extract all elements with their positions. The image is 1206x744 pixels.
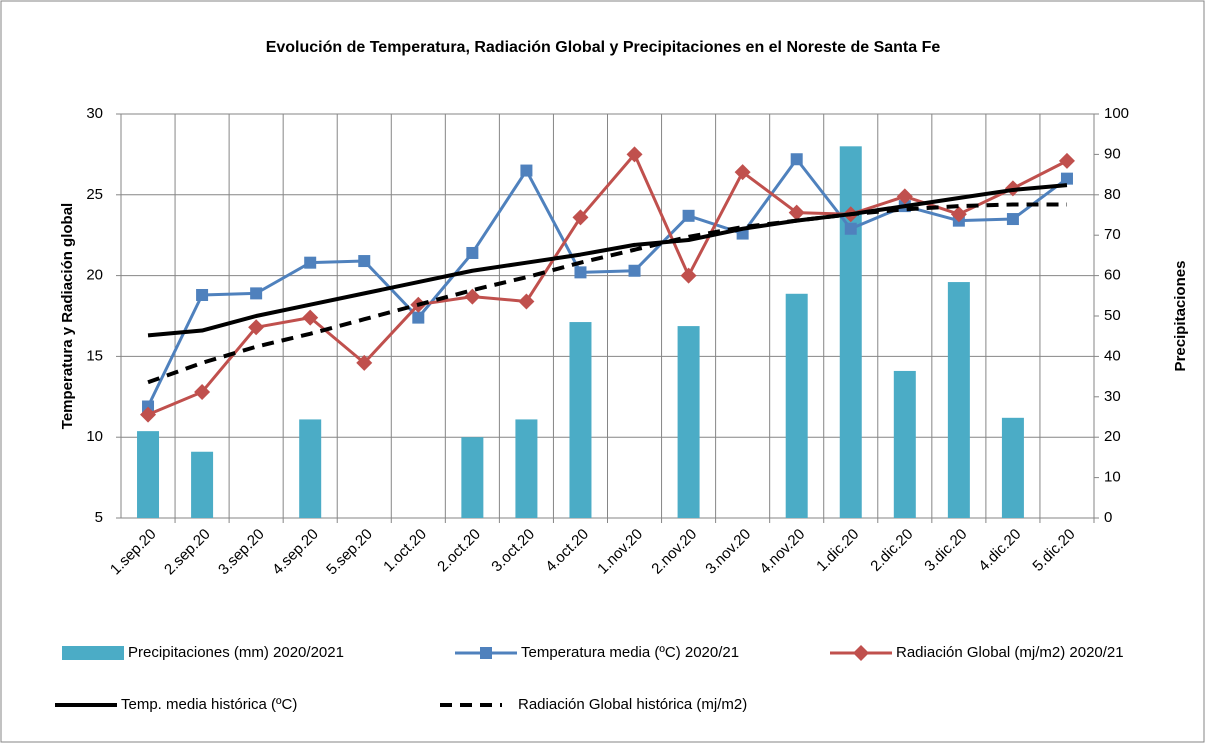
y2-tick-label: 30 [1104,388,1121,405]
y2-axis-title: Precipitaciones [1172,261,1189,372]
marker [518,293,535,310]
marker [142,400,155,413]
bar [1001,417,1024,518]
y2-tick-label: 50 [1104,307,1121,324]
bar [893,370,916,518]
y2-tick-label: 90 [1104,145,1121,162]
marker [250,287,263,300]
marker [1006,213,1019,226]
marker [1060,172,1073,185]
marker [896,188,913,205]
y2-tick-label: 60 [1104,267,1121,284]
marker [628,264,641,277]
y-axis-title: Temperatura y Radiación global [59,203,76,429]
bar [137,431,160,518]
chart-title: Evolución de Temperatura, Radiación Glob… [266,39,941,56]
legend-marker [480,647,492,659]
bar [515,419,538,518]
bar [569,322,592,518]
y-tick-label: 30 [86,105,103,122]
line [147,183,1068,338]
legend-swatch [62,646,124,660]
line [147,202,1067,385]
marker [844,222,857,235]
bar [785,293,808,518]
legend-marker [853,645,869,661]
bar [191,451,214,518]
marker [574,266,587,279]
marker [788,204,805,221]
bar [839,146,862,518]
marker [302,309,319,326]
marker [626,146,643,163]
legend-label: Radiación Global histórica (mj/m2) [518,696,747,713]
marker [464,288,481,305]
marker [356,354,373,371]
bar [461,437,484,518]
y2-tick-label: 0 [1104,509,1112,526]
legend-label: Radiación Global (mj/m2) 2020/21 [896,644,1124,661]
legend-label: Temp. media histórica (ºC) [121,696,297,713]
marker [248,319,265,336]
y-tick-label: 10 [86,428,103,445]
y2-tick-label: 80 [1104,186,1121,203]
y2-tick-label: 10 [1104,469,1121,486]
y-tick-label: 15 [86,347,103,364]
marker [412,311,425,324]
line [147,152,1068,416]
y-tick-label: 20 [86,267,103,284]
marker [140,406,157,423]
marker [196,288,209,301]
marker [1058,152,1075,169]
y2-tick-label: 40 [1104,347,1121,364]
marker [466,246,479,259]
y-tick-label: 25 [86,186,103,203]
legend-label: Precipitaciones (mm) 2020/2021 [128,644,344,661]
y-tick-label: 5 [95,509,103,526]
marker [734,164,751,181]
marker [790,153,803,166]
bar [947,282,970,518]
marker [572,209,589,226]
marker [358,255,371,268]
marker [680,267,697,284]
bar [299,419,322,518]
y2-tick-label: 20 [1104,428,1121,445]
marker [682,209,695,222]
y2-tick-label: 70 [1104,226,1121,243]
marker [194,383,211,400]
y2-tick-label: 100 [1104,105,1129,122]
marker [950,206,967,223]
marker [304,256,317,269]
marker [520,164,533,177]
bar [677,326,700,518]
legend-label: Temperatura media (ºC) 2020/21 [521,644,739,661]
